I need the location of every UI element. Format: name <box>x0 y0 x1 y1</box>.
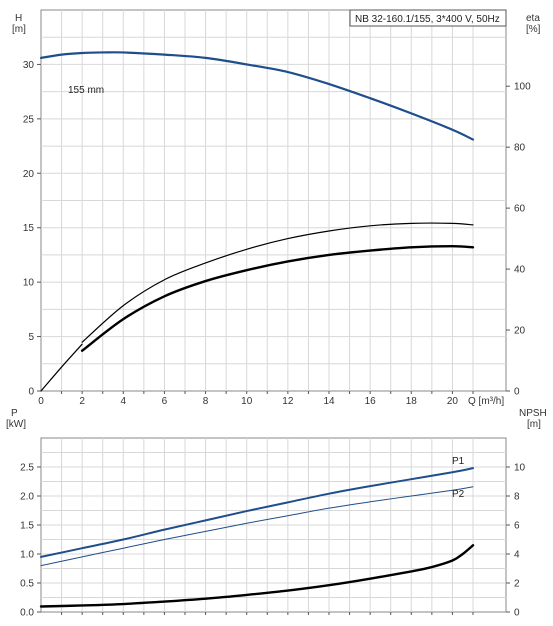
x-tick-label: 0 <box>38 396 44 407</box>
y-left-tick-label: 20 <box>23 169 35 180</box>
y-right-tick-label: 6 <box>514 521 520 532</box>
x-tick-label: 14 <box>323 396 335 407</box>
y-left-tick-label: 5 <box>28 332 34 343</box>
y-left-tick-label: 0 <box>28 387 34 398</box>
y-left-tick-label: 15 <box>23 223 35 234</box>
y-left-title-line1: H <box>15 13 22 24</box>
x-tick-label: 4 <box>121 396 127 407</box>
y-right-tick-label: 2 <box>514 579 520 590</box>
x-tick-label: 8 <box>203 396 209 407</box>
y-left-tick-label: 0.5 <box>20 579 34 590</box>
series-line-top-2 <box>81 222 474 343</box>
x-tick-label: 6 <box>162 396 168 407</box>
y-left-tick-label: 2.0 <box>20 492 34 503</box>
y-right-tick-label: 10 <box>514 463 526 474</box>
y-right-tick-label: 60 <box>514 204 526 215</box>
series-line-top-1 <box>40 343 83 392</box>
y-right-tick-label: 8 <box>514 492 520 503</box>
series-line-p2 <box>40 486 474 567</box>
y-right-tick-label: 100 <box>514 82 531 93</box>
y-right-tick-label: 40 <box>514 265 526 276</box>
series-line-top-3 <box>80 245 475 352</box>
y-right-tick-label: 20 <box>514 326 526 337</box>
x-axis-title: Q [m³/h] <box>468 396 504 407</box>
y-left-tick-label: 30 <box>23 60 35 71</box>
y-left-tick-label: 0.0 <box>20 608 34 619</box>
x-tick-label: 18 <box>406 396 418 407</box>
bottom-ticks: 0.0 0.5 1.0 1.5 2.0 2.5 0 2 4 6 8 10 <box>20 463 525 619</box>
y-left-title-line2: [m] <box>12 24 26 35</box>
y-right-title-line2: [%] <box>526 24 541 35</box>
y-left-tick-label: 1.5 <box>20 521 34 532</box>
x-tick-label: 16 <box>365 396 377 407</box>
y-right-title-line1: eta <box>526 13 540 24</box>
series-line-bottom-2 <box>39 544 475 608</box>
y-right-tick-label: 0 <box>514 608 520 619</box>
top-grid <box>41 10 506 391</box>
top-ticks: 0 5 10 15 20 25 30 0 20 40 60 80 100 0 2 4 6 8 10 12 14 16 18 2… <box>23 60 531 407</box>
top-series <box>39 51 475 392</box>
y-left-tick-label: 25 <box>23 114 35 125</box>
y-left-tick-label: 2.5 <box>20 463 34 474</box>
x-tick-label: 2 <box>79 396 85 407</box>
y-left-tick-label: 10 <box>23 278 35 289</box>
head-efficiency-chart: 0 5 10 15 20 25 30 0 20 40 60 80 100 0 2 4 6 8 10 12 14 16 18 2… <box>12 9 541 407</box>
y-right-title-line2: [m] <box>527 419 541 430</box>
x-tick-label: 10 <box>241 396 253 407</box>
series-line-top-0 <box>39 51 475 141</box>
chart-title: NB 32-160.1/155, 3*400 V, 50Hz <box>355 14 500 25</box>
series-label-p2: P2 <box>452 489 465 500</box>
series-label-p1: P1 <box>452 456 465 467</box>
y-right-tick-label: 0 <box>514 387 520 398</box>
title-box <box>349 9 507 27</box>
x-tick-label: 12 <box>282 396 294 407</box>
bottom-series <box>39 467 475 608</box>
y-right-title-line1: NPSH <box>519 408 547 419</box>
y-right-tick-label: 80 <box>514 143 526 154</box>
y-left-tick-label: 1.0 <box>20 550 34 561</box>
y-right-tick-label: 4 <box>514 550 520 561</box>
x-tick-label: 20 <box>447 396 459 407</box>
y-left-title-line1: P <box>11 408 18 419</box>
power-npsh-chart: 0.0 0.5 1.0 1.5 2.0 2.5 0 2 4 6 8 10 P [kW] NPSH [m… <box>6 408 547 619</box>
series-line-p1 <box>40 467 474 558</box>
impeller-diameter-label: 155 mm <box>68 85 104 96</box>
y-left-title-line2: [kW] <box>6 419 26 430</box>
